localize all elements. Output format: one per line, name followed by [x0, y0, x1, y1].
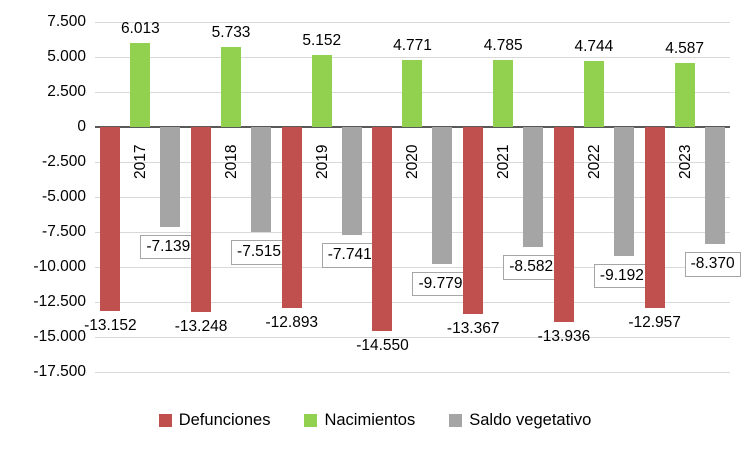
bar-group-2019: 5.152 -12.893 -7.741 2019 — [265, 22, 378, 372]
legend-swatch-icon — [304, 413, 318, 427]
y-axis-tick-label: 7.500 — [47, 13, 86, 30]
value-label-nacimientos-2019: 5.152 — [302, 31, 342, 49]
y-axis-tick-label: -2.500 — [42, 153, 86, 170]
gridline — [95, 372, 730, 373]
bar-defunciones-2020[interactable] — [372, 127, 393, 331]
value-label-nacimientos-2017: 6.013 — [120, 19, 160, 37]
gridline — [95, 162, 730, 163]
value-label-saldo-vegetativo-2017: -7.139 — [140, 234, 197, 260]
x-axis-category-label-2019: 2019 — [313, 144, 331, 179]
x-axis-category-label-2018: 2018 — [223, 144, 241, 179]
value-label-nacimientos-2018: 5.733 — [211, 23, 251, 41]
y-axis-tick-label: -5.000 — [42, 188, 86, 205]
bar-nacimientos-2021[interactable] — [493, 60, 514, 127]
bar-saldo-vegetativo-2017[interactable] — [160, 127, 181, 227]
bar-nacimientos-2019[interactable] — [311, 54, 332, 127]
y-axis-tick-label: -15.000 — [33, 328, 86, 345]
bar-saldo-vegetativo-2018[interactable] — [251, 127, 272, 233]
gridline — [95, 22, 730, 23]
legend-item-defunciones[interactable]: Defunciones — [158, 410, 271, 430]
x-axis-category-label-2022: 2022 — [585, 144, 603, 179]
bar-saldo-vegetativo-2023[interactable] — [704, 127, 725, 245]
value-label-saldo-vegetativo-2021: -8.582 — [503, 255, 560, 280]
legend-item-saldo-vegetativo[interactable]: Saldo vegetativo — [449, 411, 591, 430]
bar-group-2017: 6.013 -13.152 -7.139 2017 — [84, 19, 197, 372]
legend-swatch-icon — [449, 413, 463, 427]
zero-axis-line — [95, 126, 730, 128]
x-axis-category-label-2023: 2023 — [676, 144, 694, 179]
value-label-saldo-vegetativo-2022: -9.192 — [593, 263, 650, 289]
bar-nacimientos-2022[interactable] — [583, 60, 604, 127]
legend-item-nacimientos[interactable]: Nacimientos — [304, 411, 415, 430]
y-axis-tick-labels: 7.500 5.000 2.500 0 -2.500 -5.000 -7.500 -10.00… — [0, 0, 90, 450]
bar-defunciones-2023[interactable] — [644, 127, 665, 309]
legend-label: Defunciones — [178, 410, 271, 429]
value-label-nacimientos-2022: 4.744 — [574, 37, 614, 55]
bar-nacimientos-2017[interactable] — [130, 42, 151, 127]
bar-defunciones-2021[interactable] — [463, 127, 484, 315]
bar-saldo-vegetativo-2021[interactable] — [523, 127, 544, 248]
gridline — [95, 267, 730, 268]
y-axis-tick-label: -7.500 — [42, 223, 86, 240]
bar-group-2020: 4.771 -14.550 -9.779 2020 — [356, 22, 469, 372]
bar-nacimientos-2018[interactable] — [221, 46, 242, 127]
y-axis-tick-label: 2.500 — [47, 83, 86, 100]
bar-group-2023: 4.587 -12.957 -8.370 2023 — [628, 22, 741, 372]
value-label-saldo-vegetativo-2023: -8.370 — [684, 252, 741, 277]
bar-group-2021: 4.785 -13.367 -8.582 2021 — [447, 22, 560, 372]
legend-label: Nacimientos — [324, 410, 416, 429]
value-label-nacimientos-2023: 4.587 — [665, 39, 705, 57]
legend-label: Saldo vegetativo — [469, 410, 592, 429]
chart-legend: Defunciones Nacimientos Saldo vegetativo — [0, 400, 750, 440]
y-axis-tick-label: -12.500 — [33, 293, 86, 310]
value-label-saldo-vegetativo-2020: -9.779 — [412, 271, 469, 297]
bar-defunciones-2022[interactable] — [553, 127, 574, 323]
gridline — [95, 337, 730, 338]
gridline — [95, 232, 730, 233]
bar-group-2018: 5.733 -13.248 -7.515 2018 — [175, 22, 287, 372]
x-axis-category-label-2020: 2020 — [404, 144, 422, 179]
value-label-nacimientos-2020: 4.771 — [393, 37, 432, 55]
value-label-defunciones-2020: -14.550 — [356, 336, 409, 354]
bar-nacimientos-2020[interactable] — [402, 60, 423, 127]
bar-defunciones-2017[interactable] — [100, 127, 121, 312]
bar-nacimientos-2023[interactable] — [674, 62, 695, 127]
value-label-saldo-vegetativo-2019: -7.741 — [321, 243, 378, 268]
value-label-defunciones-2019: -12.893 — [265, 313, 319, 331]
bar-saldo-vegetativo-2022[interactable] — [613, 127, 634, 256]
legend-swatch-icon — [158, 413, 172, 427]
value-label-defunciones-2023: -12.957 — [628, 314, 681, 332]
value-label-defunciones-2022: -13.936 — [537, 328, 591, 346]
bar-defunciones-2018[interactable] — [191, 127, 212, 313]
bar-saldo-vegetativo-2020[interactable] — [432, 127, 453, 264]
plot-area: 6.013 -13.152 -7.139 2017 5.733 -13.248 -7.515… — [84, 19, 741, 373]
y-axis-tick-label: 0 — [77, 118, 86, 135]
x-axis-category-label-2017: 2017 — [132, 144, 150, 179]
y-axis-tick-label: -10.000 — [33, 258, 86, 275]
y-axis-tick-label: -17.500 — [33, 363, 86, 380]
y-axis-tick-label: 5.000 — [47, 48, 86, 65]
value-label-defunciones-2018: -13.248 — [174, 318, 228, 336]
value-label-defunciones-2021: -13.367 — [446, 320, 500, 338]
x-axis-category-label-2021: 2021 — [495, 144, 513, 179]
bar-defunciones-2019[interactable] — [281, 127, 302, 308]
value-label-defunciones-2017: -13.152 — [84, 317, 137, 335]
gridline — [95, 197, 730, 198]
gridline — [95, 302, 730, 303]
gridline — [95, 57, 730, 58]
value-label-saldo-vegetativo-2018: -7.515 — [231, 240, 287, 265]
bar-saldo-vegetativo-2019[interactable] — [341, 127, 362, 236]
bar-group-2022: 4.744 -13.936 -9.192 2022 — [538, 22, 650, 372]
value-label-nacimientos-2021: 4.785 — [483, 37, 523, 54]
